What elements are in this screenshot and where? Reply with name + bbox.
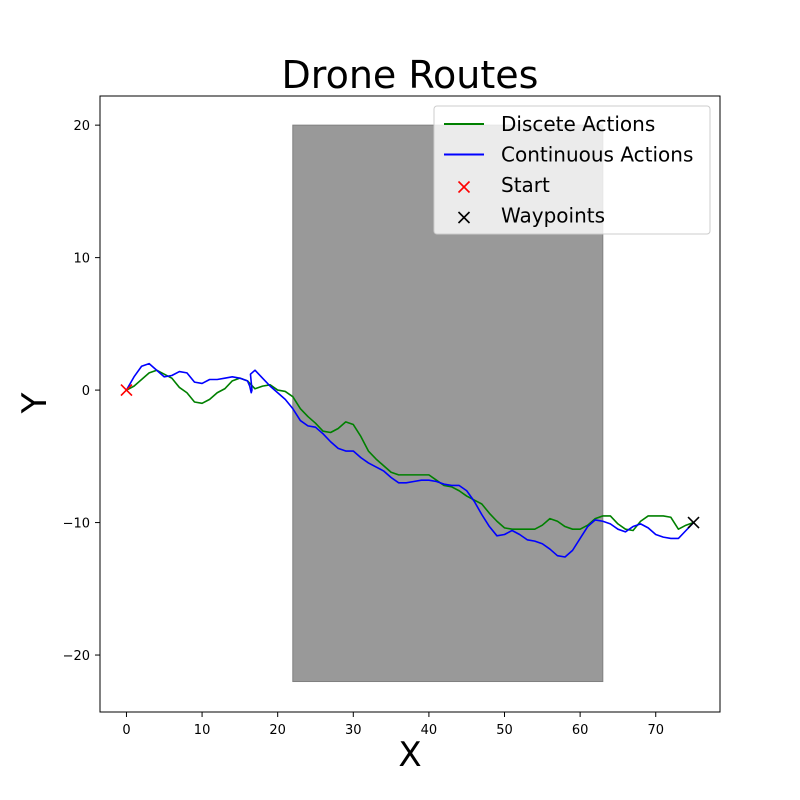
legend-label: Discete Actions: [501, 112, 655, 136]
x-axis-label: X: [398, 735, 421, 775]
x-axis-ticks: 0 10 20 30 40 50 60 70: [122, 712, 664, 738]
legend-label: Waypoints: [501, 204, 605, 228]
x-tick-label: 30: [345, 723, 362, 738]
x-tick-label: 0: [122, 723, 130, 738]
legend-box: [433, 105, 711, 235]
marker-layer: [120, 384, 700, 529]
series-layer: [125, 362, 695, 558]
x-tick-label: 70: [647, 723, 664, 738]
y-axis-ticks: −20 −10 0 10 20: [63, 119, 100, 664]
chart-title: Drone Routes: [282, 53, 539, 97]
x-tick-label: 60: [572, 723, 589, 738]
legend-item-start: Start: [457, 173, 550, 197]
legend-swatch-x: [457, 180, 471, 194]
marker-start-x: [120, 384, 133, 397]
x-tick-label: 10: [194, 723, 211, 738]
series-line-continuous-actions: [125, 362, 695, 558]
series-line-discrete-actions: [126, 369, 694, 532]
legend-item-discete-actions: Discete Actions: [444, 112, 655, 136]
x-tick-label: 20: [269, 723, 286, 738]
marker-waypoints-x: [687, 516, 700, 529]
legend-item-waypoints: Waypoints: [457, 204, 605, 228]
y-axis-label: Y: [15, 392, 55, 414]
x-tick-label: 50: [496, 723, 513, 738]
legend: Discete Actions Continuous Actions Start Wa…: [433, 105, 711, 235]
y-tick-label: 20: [73, 119, 90, 134]
y-tick-label: −10: [63, 517, 90, 532]
y-tick-label: 0: [82, 384, 90, 399]
x-tick-label: 40: [421, 723, 438, 738]
y-tick-label: 10: [73, 252, 90, 267]
legend-label: Start: [501, 173, 550, 197]
axes-frame: [99, 95, 721, 713]
legend-label: Continuous Actions: [501, 143, 693, 167]
legend-item-continuous-actions: Continuous Actions: [444, 143, 693, 167]
y-tick-label: −20: [63, 649, 90, 664]
legend-swatch-x: [457, 211, 471, 224]
